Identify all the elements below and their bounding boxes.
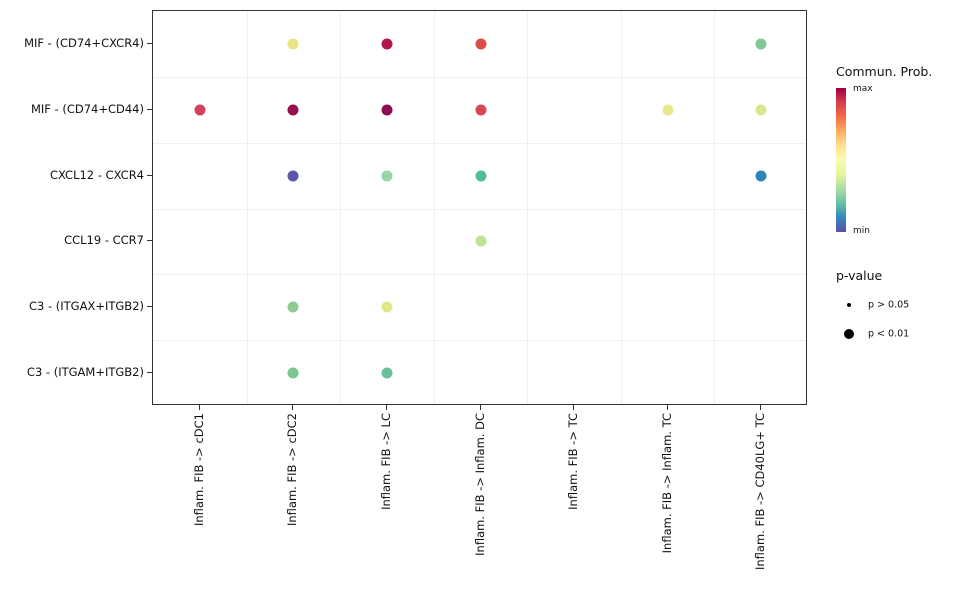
data-point [755,170,767,182]
gridline-horizontal [153,208,806,210]
data-point [287,38,299,50]
gridline-vertical [246,11,248,404]
plot-panel [152,10,807,405]
x-axis-label: Inflam. FIB -> TC [566,413,581,510]
data-point [287,367,299,379]
x-axis-label: Inflam. FIB -> CD40LG+ TC [753,413,768,570]
data-point [287,104,299,116]
x-axis-tick [666,405,668,410]
data-point [287,170,299,182]
x-axis-label: Inflam. FIB -> cDC1 [191,413,206,527]
y-axis-label: C3 - (ITGAX+ITGB2) [28,299,144,314]
x-axis-label: Inflam. FIB -> cDC2 [285,413,300,527]
p-value-legend-dot [844,329,854,339]
p-value-legend-title: p-value [836,268,883,283]
data-point [475,235,486,247]
y-axis-label: MIF - (CD74+CD44) [30,101,144,116]
x-axis-tick [479,405,481,410]
x-axis-tick [760,405,762,410]
gridline-vertical [620,11,622,404]
y-axis-label: C3 - (ITGAM+ITGB2) [26,365,144,380]
gridline-vertical [527,11,529,404]
commun-prob-legend-title: Commun. Prob. [836,64,933,79]
data-point [381,301,393,313]
data-point [381,38,393,50]
data-point [381,367,393,379]
gridline-vertical [714,11,716,404]
data-point [755,104,767,116]
x-axis-tick [292,405,294,410]
data-point [755,38,767,50]
gridline-horizontal [153,76,806,78]
gridline-horizontal [153,274,806,276]
x-axis-label: Inflam. FIB -> Inflam. DC [472,413,487,556]
colorbar-min-label: min [853,226,870,236]
data-point [287,301,299,313]
data-point [662,104,674,116]
y-axis-tick [147,108,152,110]
data-point [194,104,206,116]
p-value-legend-label: p < 0.01 [868,328,910,340]
y-axis-tick [147,42,152,44]
colorbar-max-label: max [853,84,873,94]
gridline-vertical [340,11,342,404]
y-axis-label: CCL19 - CCR7 [64,233,144,248]
data-point [381,104,393,116]
y-axis-label: MIF - (CD74+CXCR4) [24,35,144,50]
y-axis-tick [147,372,152,374]
p-value-legend-label: p > 0.05 [868,299,910,311]
data-point [381,170,393,182]
x-axis-tick [198,405,200,410]
p-value-legend-dot [847,303,851,307]
y-axis-tick [147,240,152,242]
gridline-horizontal [153,142,806,144]
data-point [475,38,486,50]
x-axis-label: Inflam. FIB -> LC [378,413,393,510]
data-point [475,104,486,116]
y-axis-tick [147,306,152,308]
y-axis-tick [147,174,152,176]
gridline-vertical [433,11,435,404]
x-axis-label: Inflam. FIB -> Inflam. TC [659,413,674,554]
y-axis-label: CXCL12 - CXCR4 [49,167,144,182]
commun-prob-colorbar [836,88,846,232]
gridline-horizontal [153,340,806,342]
data-point [475,170,486,182]
x-axis-tick [385,405,387,410]
x-axis-tick [573,405,575,410]
